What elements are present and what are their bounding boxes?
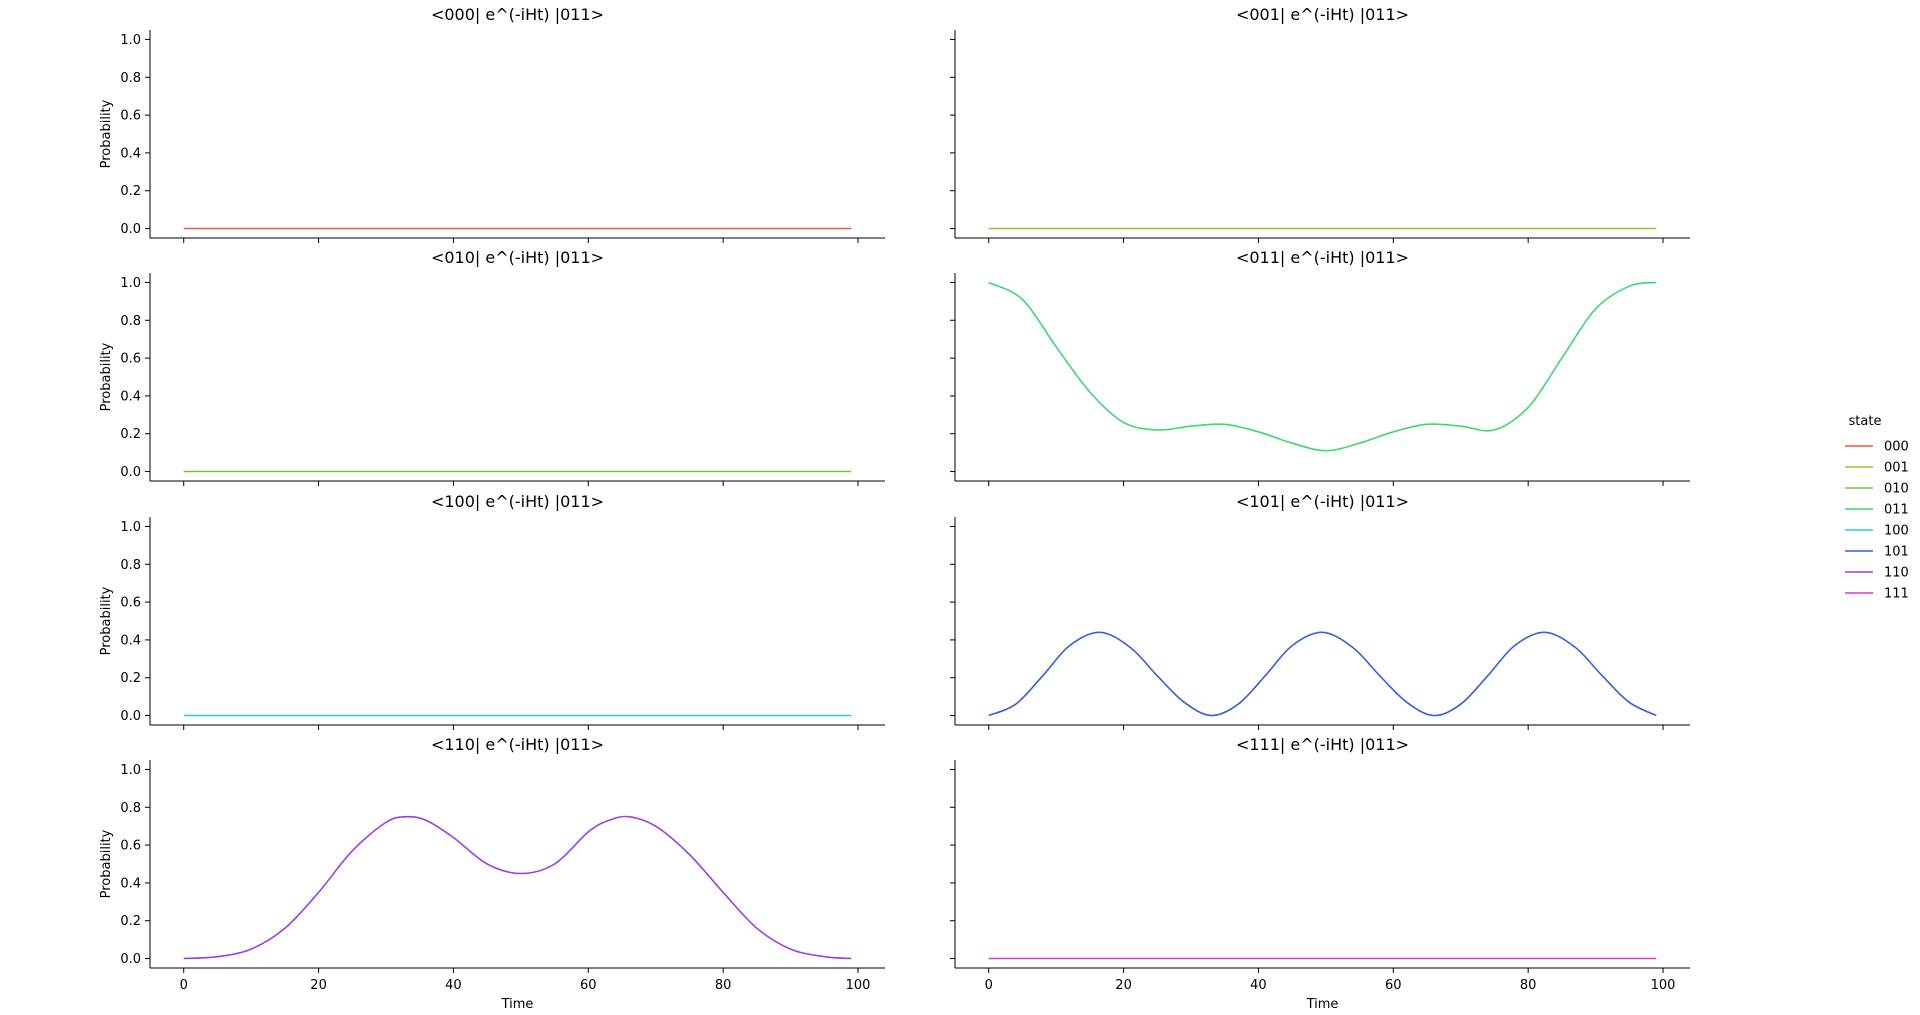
y-tick-label: 1.0 bbox=[120, 276, 141, 291]
y-tick-label: 0.8 bbox=[120, 71, 141, 86]
panel-title: <111| e^(-iHt) |011> bbox=[1236, 735, 1409, 754]
series-line-011 bbox=[988, 281, 1657, 452]
legend-label-111: 111 bbox=[1884, 587, 1909, 602]
panel-title: <010| e^(-iHt) |011> bbox=[431, 248, 604, 267]
y-tick-label: 0.6 bbox=[120, 596, 141, 611]
legend-label-001: 001 bbox=[1884, 461, 1909, 476]
y-tick-label: 0.2 bbox=[120, 914, 141, 929]
x-tick-label: 0 bbox=[180, 978, 188, 993]
x-tick-label: 60 bbox=[580, 978, 597, 993]
panel-title: <101| e^(-iHt) |011> bbox=[1236, 492, 1409, 511]
legend-label-000: 000 bbox=[1884, 440, 1909, 455]
y-tick-label: 0.4 bbox=[120, 876, 141, 891]
y-tick-label: 1.0 bbox=[120, 33, 141, 48]
x-tick-label: 40 bbox=[445, 978, 462, 993]
x-tick-label: 0 bbox=[985, 978, 993, 993]
series-line-101 bbox=[988, 631, 1657, 717]
x-axis-label: Time bbox=[1306, 997, 1339, 1012]
x-axis-label: Time bbox=[501, 997, 534, 1012]
y-tick-label: 0.8 bbox=[120, 558, 141, 573]
y-axis-label: Probability bbox=[99, 342, 114, 411]
legend-label-010: 010 bbox=[1884, 482, 1909, 497]
panel-title: <110| e^(-iHt) |011> bbox=[431, 735, 604, 754]
y-tick-label: 1.0 bbox=[120, 763, 141, 778]
y-tick-label: 0.0 bbox=[120, 952, 141, 967]
x-tick-label: 60 bbox=[1385, 978, 1402, 993]
y-tick-label: 1.0 bbox=[120, 520, 141, 535]
y-tick-label: 0.8 bbox=[120, 314, 141, 329]
legend-label-101: 101 bbox=[1884, 545, 1909, 560]
y-tick-label: 0.0 bbox=[120, 465, 141, 480]
y-tick-label: 0.2 bbox=[120, 184, 141, 199]
y-tick-label: 0.4 bbox=[120, 146, 141, 161]
y-tick-label: 0.0 bbox=[120, 222, 141, 237]
y-tick-label: 0.0 bbox=[120, 709, 141, 724]
y-tick-label: 0.4 bbox=[120, 633, 141, 648]
panel-title: <000| e^(-iHt) |011> bbox=[431, 5, 604, 24]
x-tick-label: 100 bbox=[1651, 978, 1676, 993]
x-tick-label: 20 bbox=[1115, 978, 1132, 993]
legend-title: state bbox=[1849, 414, 1882, 429]
x-tick-label: 40 bbox=[1250, 978, 1267, 993]
y-axis-label: Probability bbox=[99, 586, 114, 655]
y-axis-label: Probability bbox=[99, 829, 114, 898]
y-tick-label: 0.2 bbox=[120, 427, 141, 442]
y-tick-label: 0.6 bbox=[120, 109, 141, 124]
y-tick-label: 0.6 bbox=[120, 839, 141, 854]
x-tick-label: 20 bbox=[310, 978, 327, 993]
x-tick-label: 80 bbox=[1520, 978, 1537, 993]
y-tick-label: 0.6 bbox=[120, 352, 141, 367]
y-tick-label: 0.8 bbox=[120, 801, 141, 816]
legend-label-100: 100 bbox=[1884, 524, 1909, 539]
y-tick-label: 0.4 bbox=[120, 389, 141, 404]
panel-title: <011| e^(-iHt) |011> bbox=[1236, 248, 1409, 267]
panel-title: <001| e^(-iHt) |011> bbox=[1236, 5, 1409, 24]
x-tick-label: 100 bbox=[846, 978, 871, 993]
y-axis-label: Probability bbox=[99, 99, 114, 168]
panel-title: <100| e^(-iHt) |011> bbox=[431, 492, 604, 511]
x-tick-label: 80 bbox=[715, 978, 732, 993]
legend-label-011: 011 bbox=[1884, 503, 1909, 518]
legend-label-110: 110 bbox=[1884, 566, 1909, 581]
series-line-110 bbox=[183, 815, 852, 960]
y-tick-label: 0.2 bbox=[120, 671, 141, 686]
